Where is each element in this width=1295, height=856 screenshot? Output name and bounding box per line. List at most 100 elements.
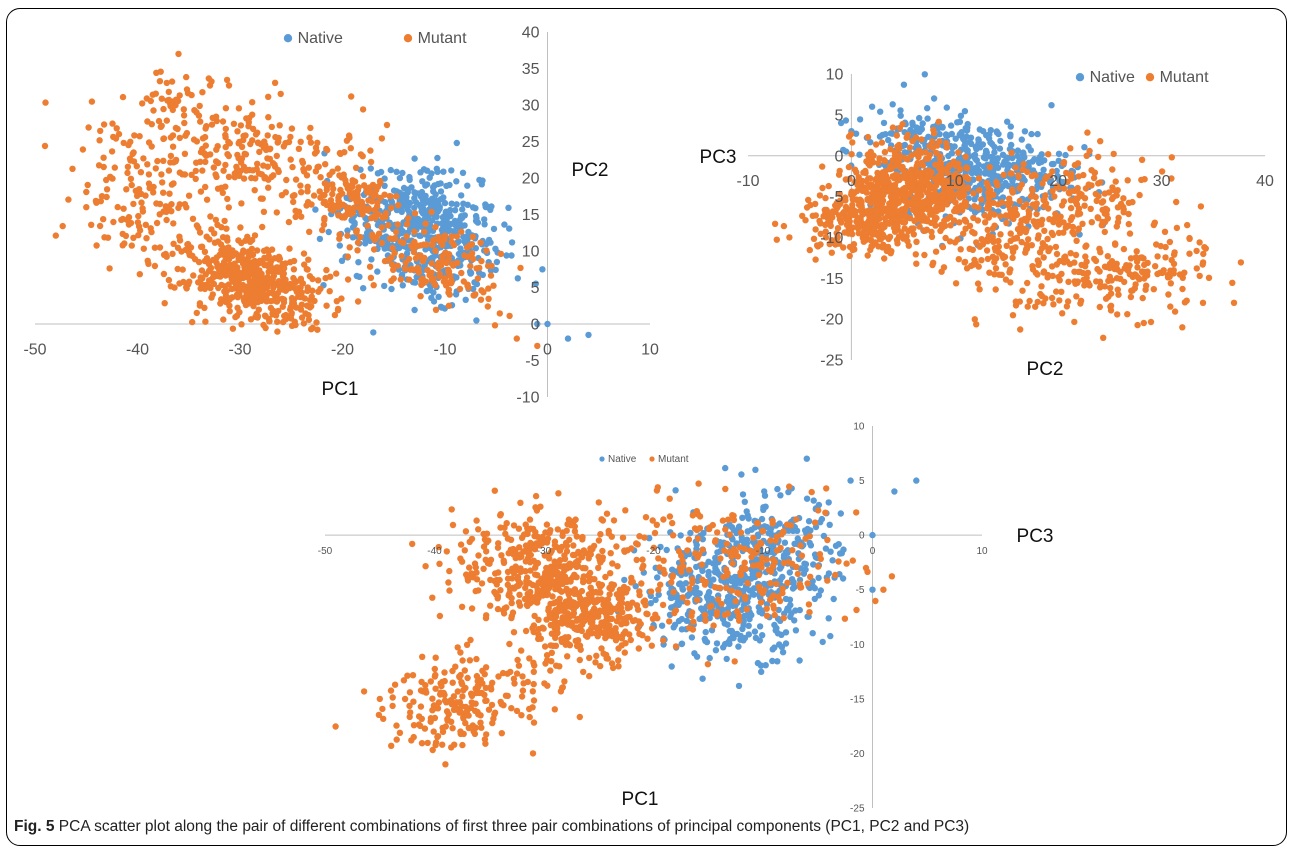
data-point-mutant xyxy=(638,580,645,587)
data-point-mutant xyxy=(1100,334,1107,341)
data-point-mutant xyxy=(532,593,540,600)
data-point-mutant xyxy=(69,165,76,172)
data-point-mutant xyxy=(928,233,936,240)
data-point-mutant xyxy=(1147,318,1155,326)
data-point-mutant xyxy=(1167,303,1174,310)
x-tick-label: 10 xyxy=(946,173,964,190)
data-point-mutant xyxy=(999,252,1006,259)
data-point-mutant xyxy=(310,192,318,199)
data-point-native xyxy=(737,636,744,643)
data-point-mutant xyxy=(607,608,614,616)
data-point-mutant xyxy=(41,142,49,150)
data-point-mutant xyxy=(264,262,272,270)
data-point-mutant xyxy=(1157,269,1164,276)
data-point-mutant xyxy=(1039,180,1046,187)
data-point-mutant xyxy=(547,612,554,619)
data-point-mutant xyxy=(819,184,826,192)
data-point-mutant xyxy=(139,100,146,107)
data-point-mutant xyxy=(166,190,173,197)
data-point-mutant xyxy=(491,487,498,494)
data-point-mutant xyxy=(1060,198,1068,205)
data-point-mutant xyxy=(1035,232,1042,239)
data-point-mutant xyxy=(298,314,306,321)
data-point-native xyxy=(1040,166,1047,173)
data-point-mutant xyxy=(185,192,193,199)
data-point-native xyxy=(377,168,385,176)
data-point-mutant xyxy=(320,221,328,228)
data-point-mutant xyxy=(952,280,960,287)
data-point-mutant xyxy=(352,164,360,171)
data-point-mutant xyxy=(389,244,396,252)
data-point-mutant xyxy=(329,190,336,198)
data-point-mutant xyxy=(144,118,151,125)
data-point-mutant xyxy=(210,280,218,288)
data-point-native xyxy=(316,235,324,243)
data-point-mutant xyxy=(134,219,142,226)
data-point-mutant xyxy=(533,582,540,589)
data-point-native xyxy=(403,194,410,201)
data-point-mutant xyxy=(1075,173,1082,180)
data-point-mutant xyxy=(236,172,243,179)
data-point-native xyxy=(1004,118,1011,125)
data-point-native xyxy=(492,245,499,252)
data-point-mutant xyxy=(321,198,328,205)
data-point-native xyxy=(464,201,471,208)
data-point-mutant xyxy=(1184,221,1191,229)
data-point-mutant xyxy=(1042,192,1049,199)
data-point-mutant xyxy=(901,225,908,232)
data-point-mutant xyxy=(297,138,304,145)
data-point-native xyxy=(966,139,974,146)
data-point-mutant xyxy=(580,573,587,580)
data-point-mutant xyxy=(218,224,225,231)
data-point-mutant xyxy=(111,164,119,171)
data-point-mutant xyxy=(403,233,410,240)
data-point-mutant xyxy=(289,298,296,305)
data-point-mutant xyxy=(114,203,121,211)
data-point-mutant xyxy=(1060,229,1067,236)
data-point-mutant xyxy=(939,243,947,251)
data-point-native xyxy=(826,521,833,528)
data-point-native xyxy=(414,190,422,197)
data-point-mutant xyxy=(476,264,483,272)
data-point-mutant xyxy=(458,603,466,610)
data-point-native xyxy=(771,621,778,629)
data-point-mutant xyxy=(198,267,206,274)
data-point-mutant xyxy=(1166,238,1174,246)
data-point-mutant xyxy=(468,535,476,543)
data-point-mutant xyxy=(290,198,297,206)
data-point-native xyxy=(957,112,965,120)
data-point-mutant xyxy=(820,213,827,220)
data-point-native xyxy=(508,239,516,246)
data-point-mutant xyxy=(282,311,290,319)
data-point-native xyxy=(478,181,485,188)
data-point-mutant xyxy=(270,172,277,179)
data-point-native xyxy=(674,599,681,606)
data-point-mutant xyxy=(291,277,298,284)
data-point-mutant xyxy=(1092,257,1100,265)
data-point-native xyxy=(924,105,931,112)
data-point-native xyxy=(807,527,814,534)
x-tick-label: 10 xyxy=(641,341,659,358)
data-point-mutant xyxy=(916,169,923,176)
data-point-mutant xyxy=(156,78,164,85)
data-point-mutant xyxy=(780,222,788,230)
data-point-mutant xyxy=(563,548,571,555)
data-point-mutant xyxy=(1193,247,1200,255)
data-point-mutant xyxy=(1107,290,1115,297)
data-point-mutant xyxy=(866,162,873,169)
data-point-native xyxy=(723,655,730,663)
data-point-mutant xyxy=(337,213,345,220)
data-point-mutant xyxy=(579,621,586,628)
data-point-mutant xyxy=(607,550,614,557)
data-point-mutant xyxy=(956,219,963,226)
data-point-mutant xyxy=(307,124,314,132)
data-point-mutant xyxy=(195,279,202,286)
data-point-mutant xyxy=(1171,308,1179,315)
data-point-mutant xyxy=(849,246,856,254)
data-point-mutant xyxy=(246,250,253,257)
data-point-mutant xyxy=(989,253,997,260)
data-point-mutant xyxy=(385,222,392,229)
data-point-mutant xyxy=(415,269,422,276)
data-point-mutant xyxy=(973,239,980,246)
data-point-native xyxy=(810,497,817,504)
